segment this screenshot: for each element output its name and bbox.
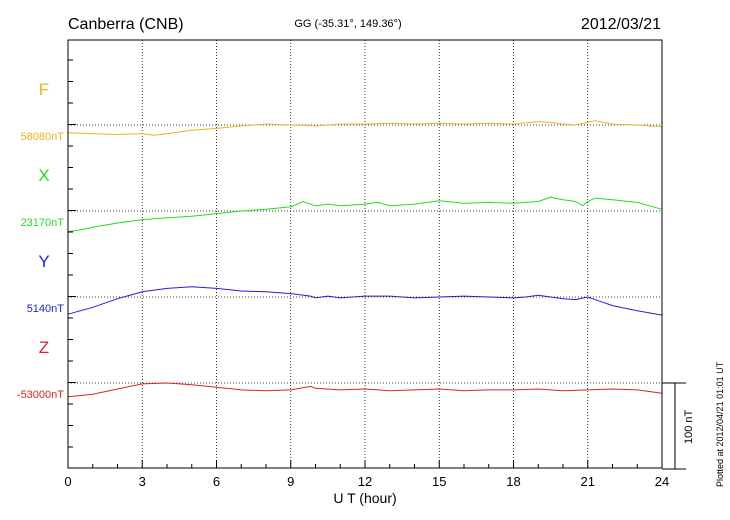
x-tick-label-1: 3: [139, 474, 146, 489]
series-labels: F 58080nT X 23170nT Y 5140nT Z -53000nT: [17, 80, 64, 401]
series-line-f: [67, 120, 663, 136]
x-tick-label-6: 18: [506, 474, 520, 489]
scale-bar-label: 100 nT: [683, 409, 695, 444]
series-name-f: F: [39, 80, 49, 99]
series-name-y: Y: [38, 252, 49, 271]
x-tick-label-7: 21: [581, 474, 595, 489]
series-name-z: Z: [39, 338, 49, 357]
series-line-z: [67, 382, 663, 398]
x-axis-label: U T (hour): [333, 490, 396, 506]
x-tick-label-5: 15: [432, 474, 446, 489]
date-label: 2012/03/21: [581, 16, 661, 33]
x-ticks: 0 3 6 9 12 15 18 21 24: [64, 460, 669, 489]
station-title: Canberra (CNB): [68, 16, 184, 33]
x-tick-label-4: 12: [358, 474, 372, 489]
x-tick-label-0: 0: [64, 474, 71, 489]
series-baseline-z: -53000nT: [17, 389, 64, 401]
series-lines: [67, 120, 663, 398]
grid: [141, 40, 589, 468]
x-tick-label-8: 24: [655, 474, 669, 489]
series-line-y: [67, 286, 663, 316]
coordinates-label: GG (-35.31°, 149.36°): [294, 18, 401, 30]
y-ticks: [68, 59, 76, 448]
x-tick-label-3: 9: [287, 474, 294, 489]
x-tick-label-2: 6: [213, 474, 220, 489]
series-baseline-x: 23170nT: [21, 217, 65, 229]
series-baseline-f: 58080nT: [21, 131, 65, 143]
series-line-x: [67, 196, 663, 233]
plotted-note: Plotted at 2012/04/21 01:01 UT: [715, 361, 725, 487]
series-name-x: X: [38, 166, 49, 185]
series-baseline-y: 5140nT: [27, 303, 65, 315]
scale-bar: 100 nT: [662, 382, 695, 470]
